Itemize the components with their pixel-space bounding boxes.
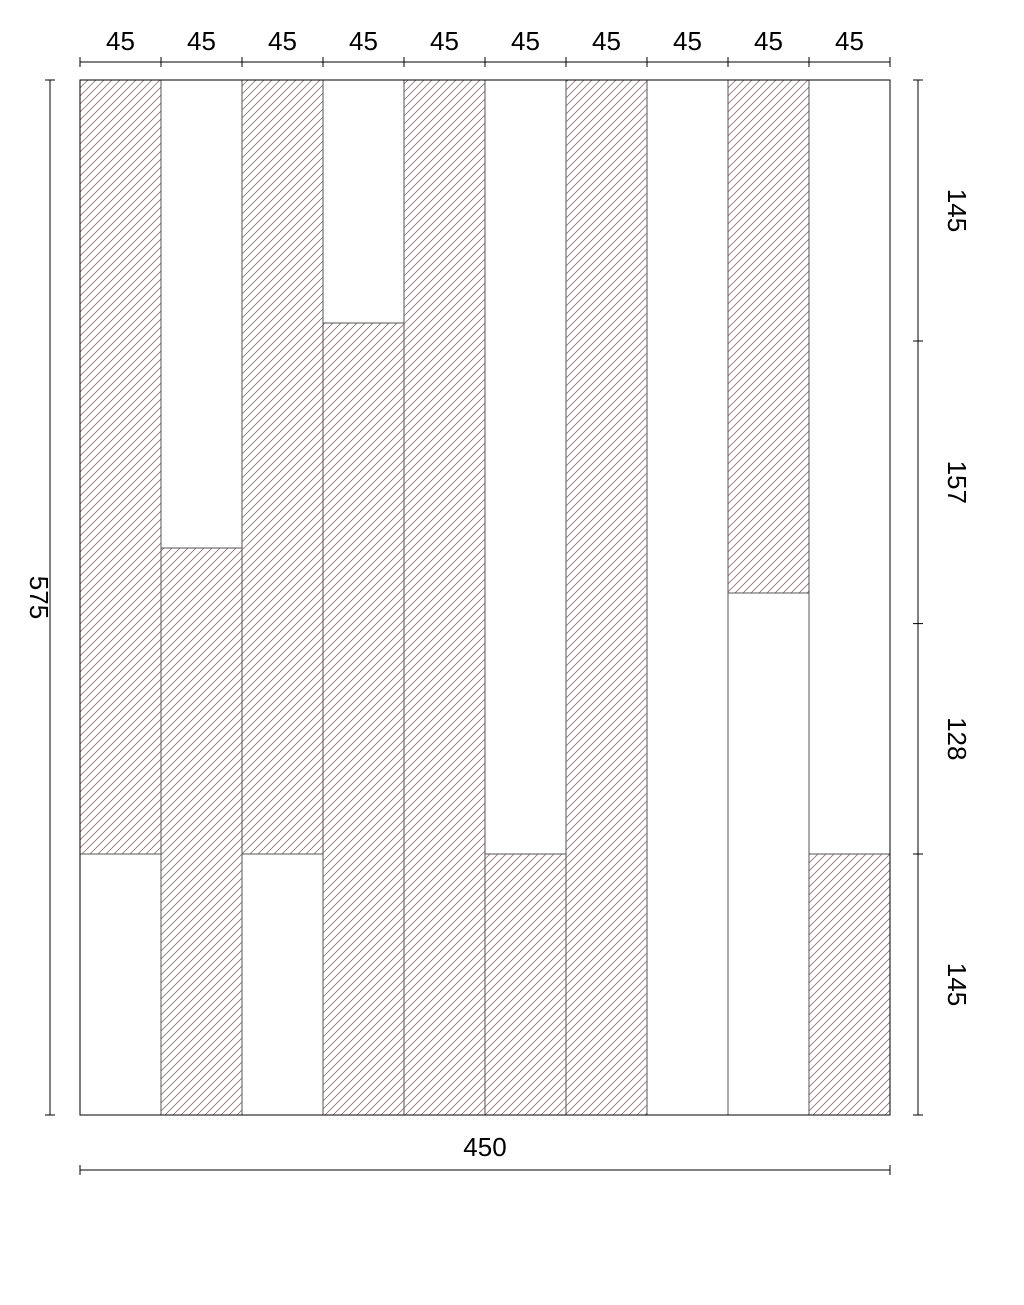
column-width-label: 45	[592, 26, 621, 56]
panel-piece	[485, 854, 566, 1115]
panel-piece	[242, 80, 323, 854]
panel-piece	[809, 854, 890, 1115]
panel-piece	[242, 854, 323, 1115]
panel-piece	[161, 80, 242, 548]
column-width-label: 45	[349, 26, 378, 56]
panel-piece	[323, 80, 404, 323]
panel-piece	[728, 80, 809, 593]
row-height-label: 128	[942, 717, 972, 760]
column-width-label: 45	[511, 26, 540, 56]
total-height-label: 575	[24, 576, 54, 619]
panel-piece	[161, 548, 242, 1115]
column-width-label: 45	[835, 26, 864, 56]
panel-piece	[647, 80, 728, 1115]
panel-piece	[80, 854, 161, 1115]
column-width-label: 45	[187, 26, 216, 56]
panel-piece	[323, 323, 404, 1115]
column-width-label: 45	[754, 26, 783, 56]
panel-piece	[485, 80, 566, 854]
row-height-label: 145	[942, 189, 972, 232]
panel-piece	[566, 80, 647, 1115]
panel-piece	[728, 593, 809, 1115]
column-width-label: 45	[673, 26, 702, 56]
column-width-label: 45	[430, 26, 459, 56]
panel-piece	[404, 80, 485, 1115]
panel-piece	[809, 80, 890, 854]
row-height-label: 145	[942, 963, 972, 1006]
panel-piece	[80, 80, 161, 854]
row-height-label: 157	[942, 461, 972, 504]
column-width-label: 45	[268, 26, 297, 56]
total-width-label: 450	[463, 1132, 506, 1162]
panel-layout-drawing: 45 45 45 45 45 45 45 45 45 45 145 157 128 145 450 575	[0, 0, 1024, 1305]
column-width-label: 45	[106, 26, 135, 56]
